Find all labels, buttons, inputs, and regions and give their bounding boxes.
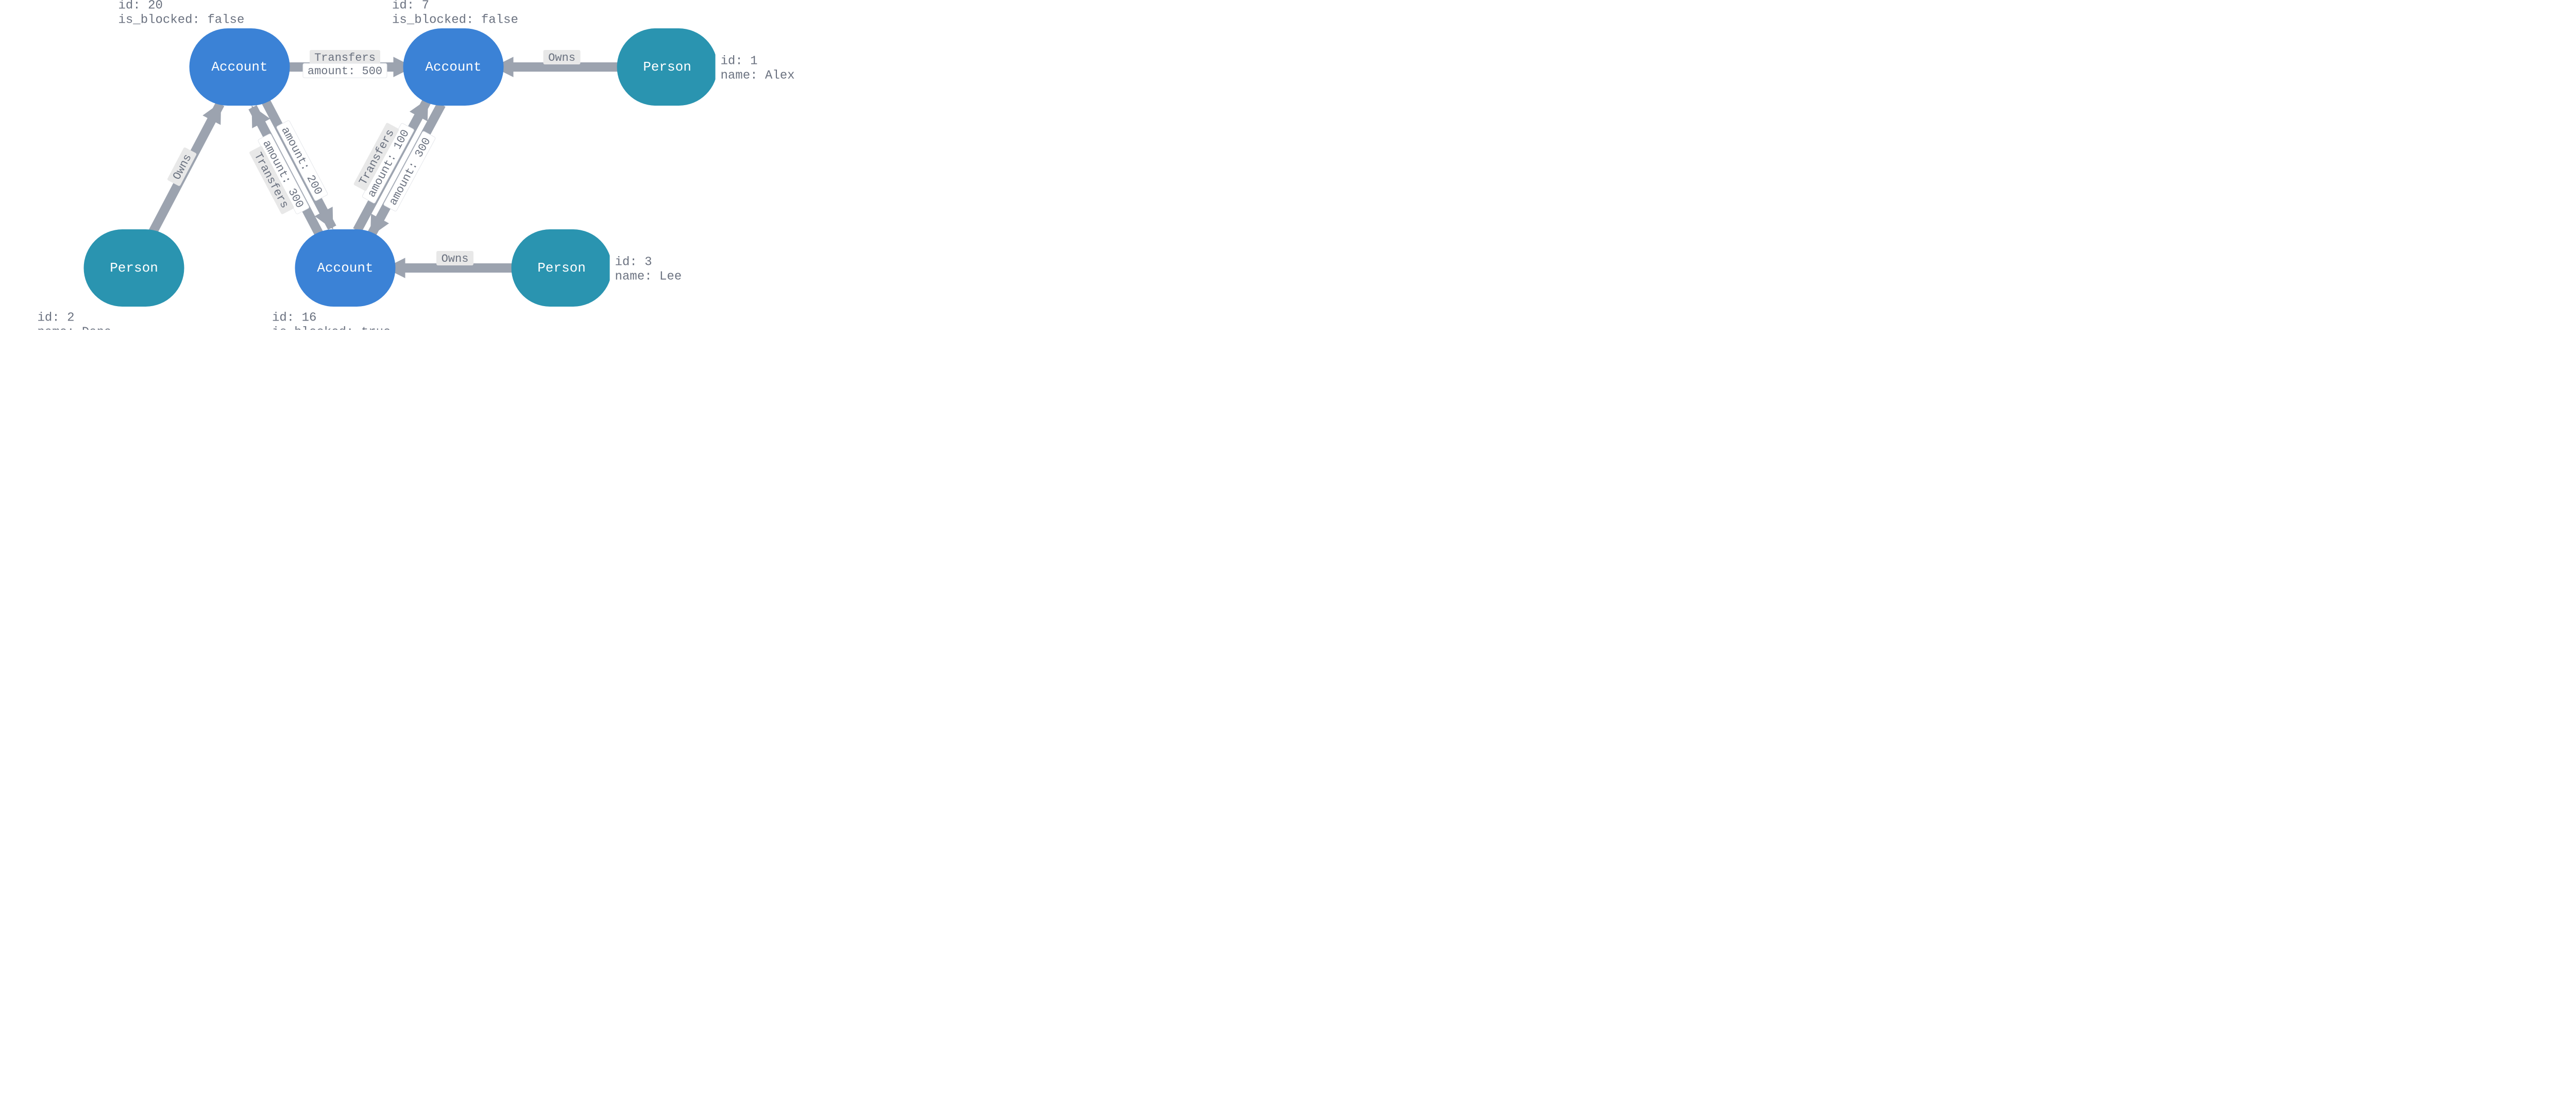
node-properties-person1: id: 1name: Alex: [716, 51, 798, 83]
node-type-label: Account: [425, 59, 481, 75]
node-property: is_blocked: false: [392, 13, 518, 27]
node-property: name: Lee: [615, 270, 682, 284]
node-properties-acct7: id: 7is_blocked: false: [387, 0, 520, 27]
node-acct7: Account: [403, 28, 504, 106]
graph-diagram: Transfersamount: 500OwnsOwnsamount: 300T…: [0, 0, 809, 330]
node-property: id: 7: [392, 0, 429, 13]
node-person2: Person: [84, 229, 184, 307]
edge-label-acct20-acct7: Transfersamount: 500: [303, 50, 387, 78]
edge-type-label: Transfers: [314, 52, 376, 64]
edge-property: amount: 500: [308, 65, 382, 78]
edge-type-label: Owns: [548, 52, 575, 64]
node-type-label: Person: [110, 260, 158, 276]
node-acct20: Account: [190, 28, 290, 106]
node-properties-acct20: id: 20is_blocked: false: [113, 0, 246, 27]
node-property: id: 1: [721, 55, 758, 69]
edge-label-person1-acct7: Owns: [544, 50, 581, 64]
edge-label-person3-acct16: Owns: [436, 251, 473, 265]
node-properties-person2: id: 2name: Dana: [32, 308, 115, 330]
node-person3: Person: [512, 229, 612, 307]
node-property: id: 20: [118, 0, 163, 13]
node-properties-person3: id: 3name: Lee: [610, 252, 685, 284]
node-property: is_blocked: true: [272, 326, 391, 330]
node-properties-acct16: id: 16is_blocked: true: [267, 308, 393, 330]
edge-type-label: Owns: [442, 253, 469, 265]
node-property: name: Dana: [38, 326, 112, 330]
node-type-label: Account: [317, 260, 373, 276]
node-type-label: Person: [643, 59, 691, 75]
node-property: id: 16: [272, 311, 316, 325]
edge-label-person2-acct20: Owns: [167, 147, 197, 187]
node-type-label: Person: [537, 260, 586, 276]
node-acct16: Account: [295, 229, 396, 307]
node-property: id: 3: [615, 256, 652, 270]
node-property: name: Alex: [721, 69, 795, 83]
node-person1: Person: [617, 28, 718, 106]
node-type-label: Account: [211, 59, 267, 75]
node-property: id: 2: [38, 311, 75, 325]
node-property: is_blocked: false: [118, 13, 245, 27]
